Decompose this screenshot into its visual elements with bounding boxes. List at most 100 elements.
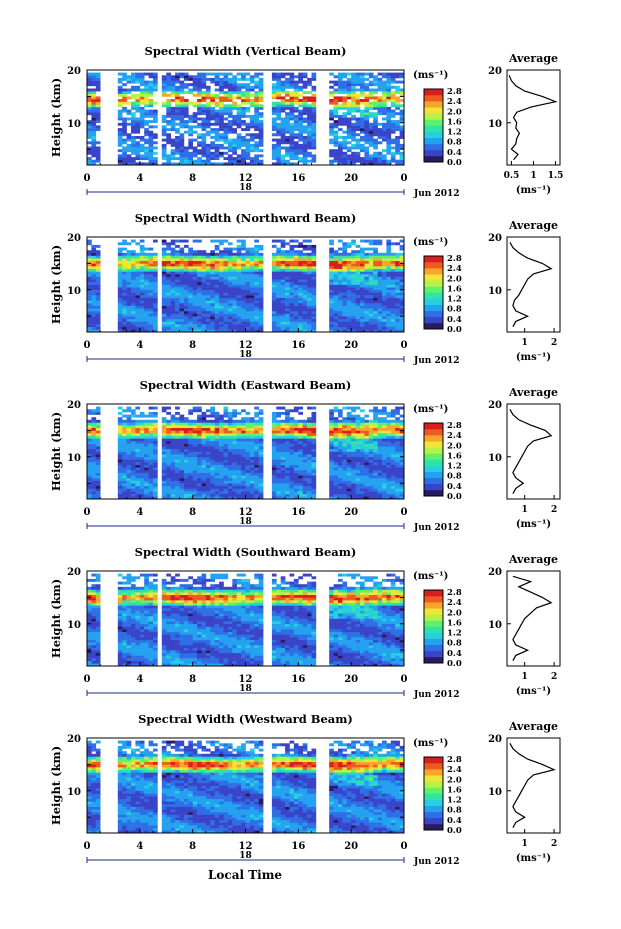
- heatmap-cell: [368, 96, 374, 100]
- heatmap-cell: [227, 427, 233, 431]
- heatmap-cell: [219, 292, 224, 296]
- heatmap-cell: [386, 146, 392, 150]
- heatmap-cell: [161, 83, 167, 87]
- heatmap-cell: [245, 114, 251, 118]
- heatmap-cell: [249, 159, 255, 163]
- heatmap-cell: [236, 91, 242, 95]
- heatmap-cell: [135, 292, 141, 296]
- x-tick-label: 0: [401, 173, 408, 184]
- heatmap-cell: [91, 326, 97, 330]
- heatmap-cell: [122, 281, 127, 285]
- heatmap-cell: [280, 300, 286, 304]
- heatmap-cell: [390, 114, 396, 118]
- heatmap-cell: [192, 125, 198, 129]
- heatmap-cell: [188, 448, 193, 452]
- heatmap-cell: [298, 117, 303, 121]
- heatmap-cell: [122, 271, 127, 275]
- heatmap-cell: [298, 321, 303, 325]
- heatmap-cell: [368, 321, 374, 325]
- heatmap-cell: [122, 297, 127, 301]
- heatmap-cell: [271, 77, 277, 81]
- heatmap-cell: [188, 496, 193, 500]
- heatmap-cell: [144, 303, 149, 306]
- heatmap-cell: [122, 157, 127, 161]
- heatmap-cell: [95, 117, 101, 121]
- heatmap-cell: [338, 154, 343, 158]
- heatmap-cell: [245, 146, 251, 150]
- heatmap-cell: [241, 273, 246, 277]
- heatmap-cell: [122, 451, 127, 455]
- heatmap-cell: [236, 430, 242, 434]
- heatmap-cell: [351, 72, 356, 76]
- heatmap-cell: [183, 292, 189, 296]
- heatmap-cell: [95, 289, 101, 293]
- heatmap-cell: [166, 268, 171, 272]
- heatmap-cell: [201, 106, 207, 110]
- heatmap-cell: [144, 438, 149, 442]
- heatmap-cell: [192, 146, 198, 150]
- heatmap-cell: [166, 266, 171, 269]
- heatmap-cell: [377, 112, 383, 116]
- heatmap-cell: [126, 430, 132, 434]
- heatmap-cell: [122, 120, 127, 124]
- heatmap-cell: [271, 143, 277, 147]
- heatmap-cell: [210, 324, 215, 328]
- heatmap-cell: [117, 321, 123, 325]
- heatmap-cell: [302, 295, 308, 299]
- heatmap-cell: [95, 435, 101, 439]
- heatmap-cell: [166, 88, 171, 92]
- heatmap-cell: [139, 284, 145, 288]
- heatmap-cell: [183, 470, 189, 473]
- heatmap-cell: [280, 313, 286, 317]
- heatmap-cell: [382, 321, 387, 325]
- heatmap-cell: [135, 491, 141, 495]
- heatmap-cell: [249, 310, 255, 314]
- heatmap-cell: [241, 141, 246, 145]
- heatmap-cell: [258, 297, 264, 301]
- heatmap-cell: [351, 93, 356, 97]
- heatmap-cell: [285, 279, 290, 283]
- heatmap-cell: [342, 99, 348, 102]
- heatmap-cell: [91, 475, 97, 479]
- heatmap-cell: [386, 120, 392, 124]
- heatmap-cell: [223, 310, 229, 314]
- heatmap-cell: [329, 268, 334, 272]
- heatmap-cell: [126, 425, 132, 429]
- heatmap-cell: [236, 321, 242, 325]
- heatmap-cell: [236, 120, 242, 124]
- heatmap-cell: [131, 310, 136, 314]
- heatmap-cell: [95, 485, 101, 489]
- heatmap-cell: [197, 316, 202, 320]
- heatmap-cell: [373, 239, 378, 243]
- heatmap-cell: [395, 295, 400, 299]
- heatmap-cell: [87, 316, 92, 320]
- heatmap-cell: [219, 483, 224, 487]
- heatmap-cell: [346, 101, 352, 105]
- heatmap-cell: [254, 75, 259, 79]
- heatmap-cell: [192, 406, 198, 410]
- heatmap-cell: [386, 75, 392, 79]
- heatmap-cell: [131, 485, 136, 489]
- heatmap-cell: [214, 276, 220, 280]
- heatmap-cell: [192, 477, 198, 481]
- heatmap-cell: [126, 324, 132, 328]
- heatmap-cell: [117, 101, 123, 105]
- heatmap-cell: [338, 289, 343, 293]
- heatmap-cell: [148, 99, 154, 102]
- heatmap-cell: [289, 268, 295, 272]
- heatmap-cell: [223, 279, 229, 283]
- heatmap-cell: [227, 292, 233, 296]
- heatmap-cell: [161, 276, 167, 280]
- heatmap-cell: [338, 276, 343, 280]
- heatmap-cell: [139, 162, 145, 166]
- heatmap-cell: [179, 477, 185, 481]
- heatmap-cell: [254, 313, 259, 317]
- heatmap-cell: [175, 244, 180, 248]
- heatmap-cell: [346, 300, 352, 304]
- heatmap-cell: [355, 310, 361, 314]
- heatmap-cell: [205, 157, 211, 161]
- heatmap-cell: [373, 83, 378, 87]
- heatmap-cell: [175, 255, 180, 259]
- heatmap-cell: [153, 133, 158, 137]
- heatmap-cell: [166, 93, 171, 97]
